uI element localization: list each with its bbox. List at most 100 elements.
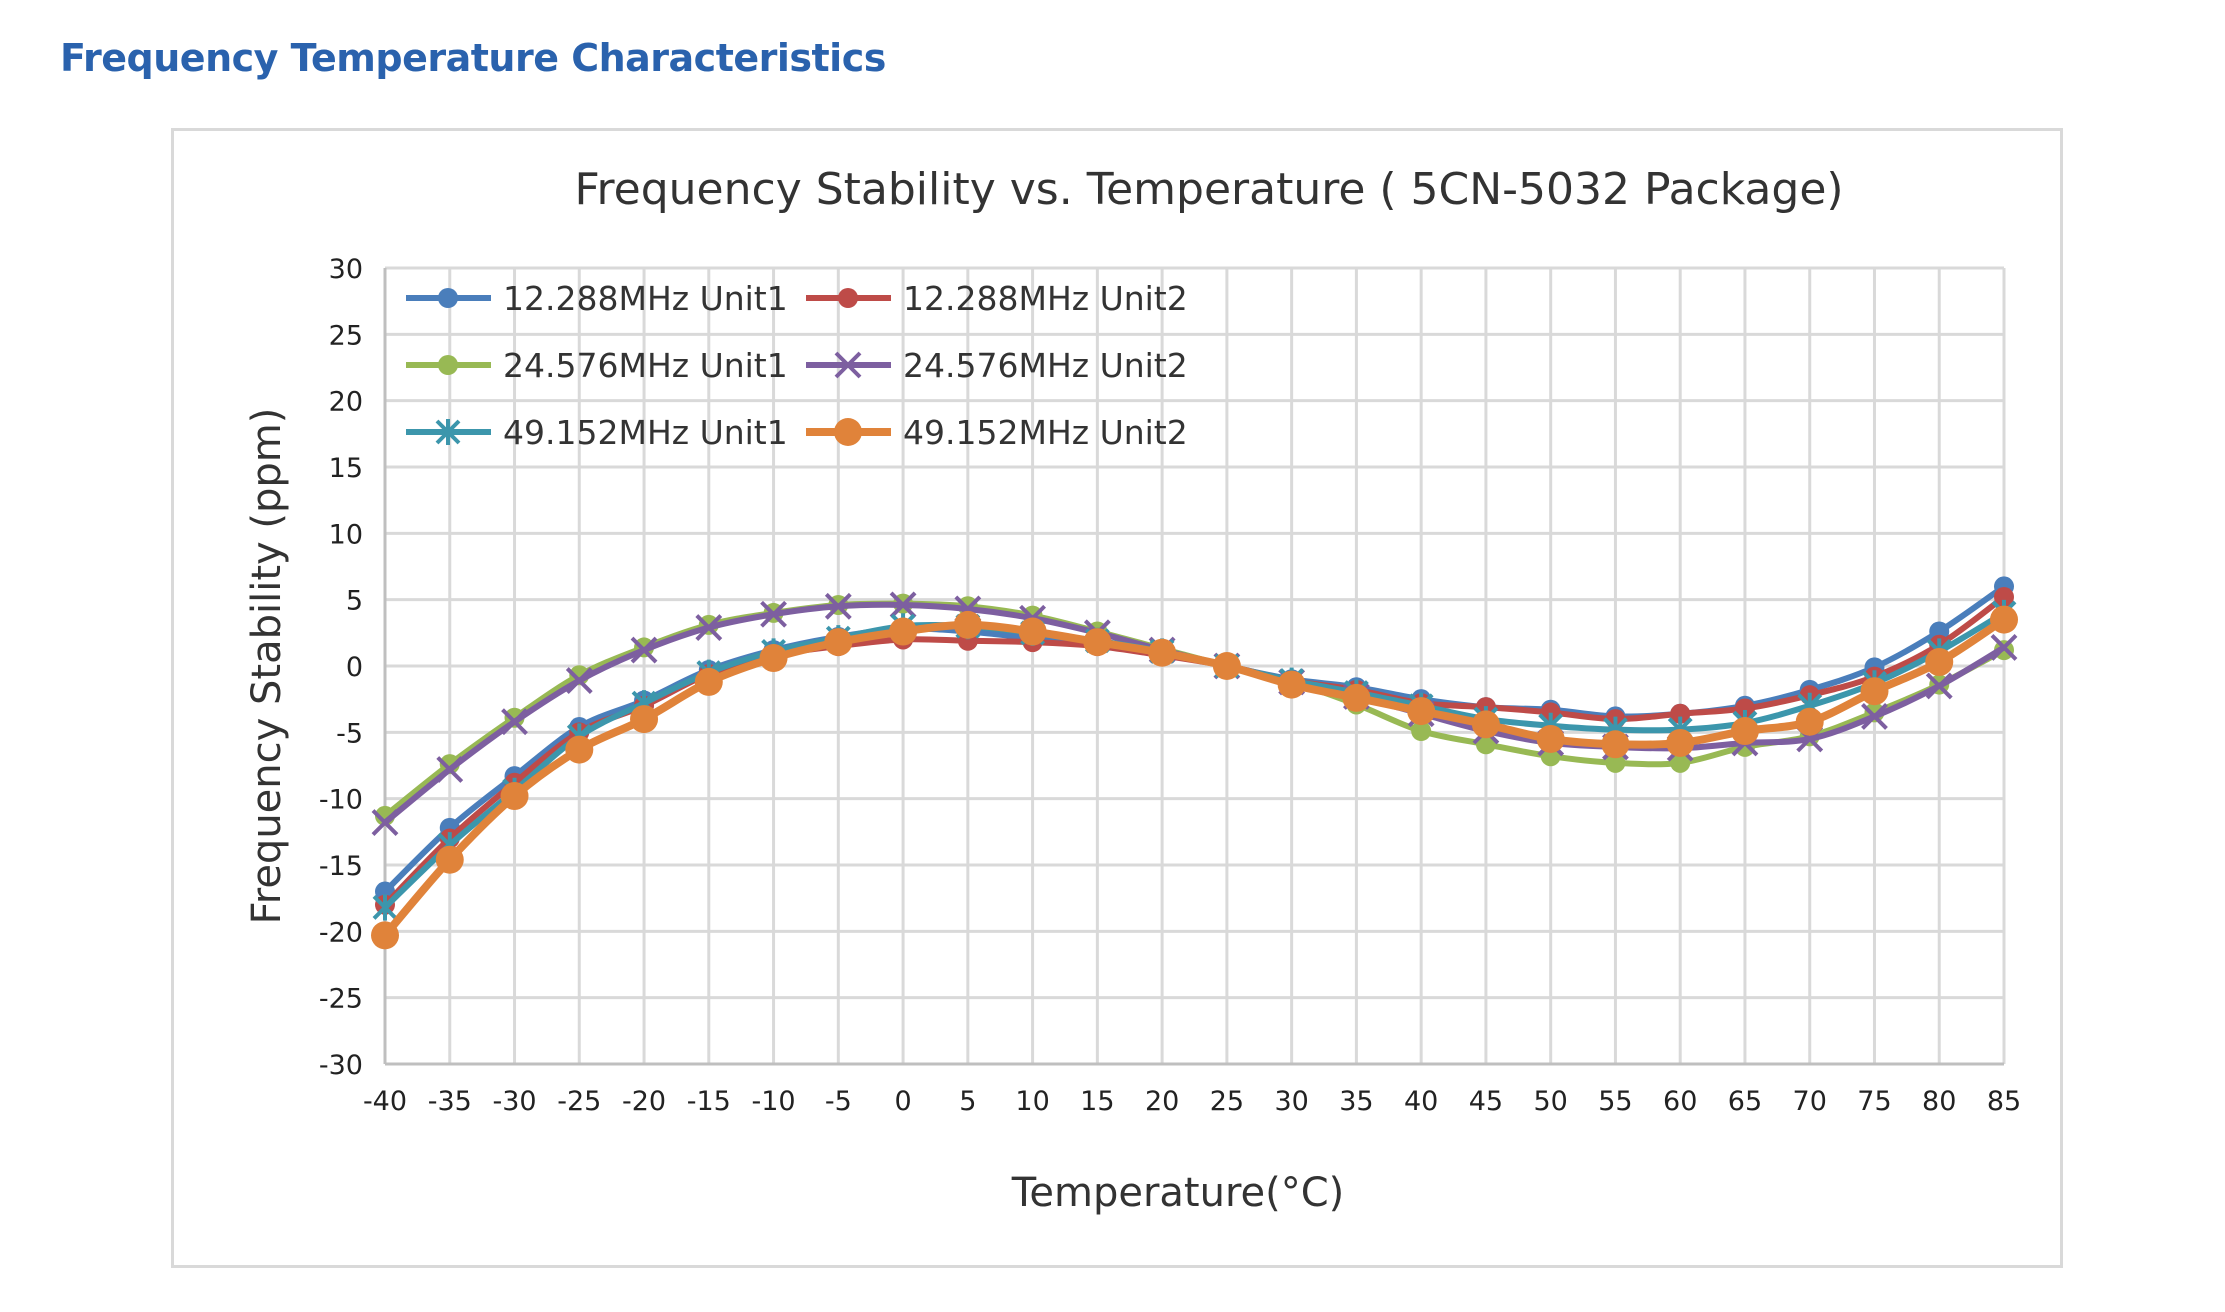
x-tick-label: 80: [1922, 1086, 1956, 1117]
data-point: [1342, 683, 1371, 712]
x-tick-label: 15: [1080, 1086, 1114, 1117]
data-point: [630, 636, 658, 664]
x-tick-label: 55: [1598, 1086, 1632, 1117]
x-tick-label: 60: [1663, 1086, 1697, 1117]
series-line: [382, 594, 2006, 907]
legend-marker: [834, 351, 862, 379]
x-tick-label: 70: [1793, 1086, 1827, 1117]
x-tick-label: 85: [1987, 1086, 2021, 1117]
chart-frame: [171, 128, 2063, 1268]
chart-title: Frequency Stability vs. Temperature ( 5C…: [574, 164, 1843, 215]
y-tick-label: 15: [329, 453, 363, 484]
data-point: [1730, 717, 1759, 746]
legend-item: 24.576MHz Unit2: [806, 346, 1188, 385]
y-tick-label: -25: [319, 984, 363, 1015]
legend-marker: [834, 418, 862, 446]
x-tick-label: -20: [622, 1086, 666, 1117]
x-tick-label: -40: [363, 1086, 407, 1117]
y-tick-label: 30: [329, 254, 363, 285]
x-tick-label: 45: [1469, 1086, 1503, 1117]
data-point: [565, 735, 594, 764]
x-tick-label: 50: [1534, 1086, 1568, 1117]
y-tick-label: 20: [329, 387, 363, 418]
data-point: [1018, 617, 1047, 646]
legend-label: 49.152MHz Unit1: [503, 413, 788, 452]
data-point: [371, 809, 399, 836]
data-point: [695, 614, 723, 641]
data-point: [1990, 605, 2018, 634]
x-axis-ticks: -40 -35 -30 -25 -20 -15 -10 -5 0 5 10 15 20 25 30 35 40 4…: [363, 1086, 2021, 1117]
x-tick-label: 35: [1339, 1086, 1373, 1117]
y-axis-ticks: 30 25 20 15 10 5 0 -5 -10 -15 -20 -25 -30: [319, 254, 363, 1081]
legend: 12.288MHz Unit1 12.288MHz Unit2 24.576MHz …: [406, 279, 1188, 452]
data-point: [889, 591, 917, 619]
legend-marker: [438, 288, 458, 308]
x-tick-label: -5: [825, 1086, 852, 1117]
legend-label: 49.152MHz Unit2: [903, 413, 1188, 452]
data-point: [1925, 672, 1953, 700]
series-49-152mhz-unit1: [372, 599, 2017, 921]
legend-item: 12.288MHz Unit1: [406, 279, 788, 318]
data-point: [1795, 707, 1824, 736]
legend-label: 12.288MHz Unit1: [503, 279, 788, 318]
series-12-288mhz-unit1: [375, 576, 2014, 902]
y-tick-label: 0: [346, 652, 363, 683]
y-axis-title: Frequency Stability (ppm): [244, 408, 290, 925]
data-point: [1925, 648, 1954, 677]
x-tick-label: 30: [1274, 1086, 1308, 1117]
legend-item: 12.288MHz Unit2: [806, 279, 1188, 318]
data-point: [1540, 702, 1561, 723]
y-tick-label: -5: [336, 718, 363, 749]
x-axis-title: Temperature(°C): [1011, 1170, 1345, 1216]
y-tick-label: 10: [329, 519, 363, 550]
series-49-152mhz-unit2: [371, 605, 2018, 950]
x-tick-label: 65: [1728, 1086, 1762, 1117]
data-point: [500, 782, 529, 811]
data-point: [1536, 724, 1565, 753]
data-point: [1411, 721, 1432, 742]
data-point: [435, 845, 464, 874]
x-tick-label: -15: [687, 1086, 731, 1117]
data-point: [1601, 730, 1630, 759]
data-point: [694, 667, 723, 696]
data-point: [1666, 728, 1695, 757]
data-point: [1083, 628, 1112, 657]
data-point: [1990, 634, 2018, 661]
x-tick-label: 40: [1404, 1086, 1438, 1117]
x-tick-label: -25: [557, 1086, 601, 1117]
y-tick-label: -30: [319, 1050, 363, 1081]
x-tick-label: 20: [1145, 1086, 1179, 1117]
x-tick-label: 75: [1857, 1086, 1891, 1117]
data-point: [1670, 752, 1691, 773]
data-point: [1148, 638, 1177, 667]
data-point: [1475, 734, 1496, 755]
data-point: [501, 708, 528, 736]
x-tick-label: -30: [492, 1086, 536, 1117]
legend-item: 49.152MHz Unit1: [406, 413, 788, 452]
data-point: [630, 705, 659, 734]
data-point: [372, 894, 398, 921]
data-point: [1277, 670, 1306, 699]
data-point: [760, 600, 787, 628]
legend-label: 12.288MHz Unit2: [903, 279, 1188, 318]
legend-item: 24.576MHz Unit1: [406, 346, 788, 385]
data-point: [1407, 697, 1436, 726]
legend-marker: [435, 419, 461, 445]
x-tick-label: -10: [752, 1086, 796, 1117]
x-tick-label: 0: [894, 1086, 911, 1117]
legend-marker: [838, 288, 858, 308]
section-heading: Frequency Temperature Characteristics: [60, 36, 886, 80]
y-tick-label: -10: [319, 785, 363, 816]
legend-label: 24.576MHz Unit1: [503, 346, 788, 385]
data-point: [1670, 703, 1691, 724]
x-tick-label: 10: [1015, 1086, 1049, 1117]
legend-label: 24.576MHz Unit2: [903, 346, 1188, 385]
data-point: [759, 644, 788, 673]
data-point: [824, 628, 853, 657]
y-tick-label: -20: [319, 917, 363, 948]
data-point: [1471, 710, 1500, 739]
data-point: [889, 617, 918, 646]
data-point: [824, 592, 852, 620]
x-tick-label: 5: [959, 1086, 976, 1117]
